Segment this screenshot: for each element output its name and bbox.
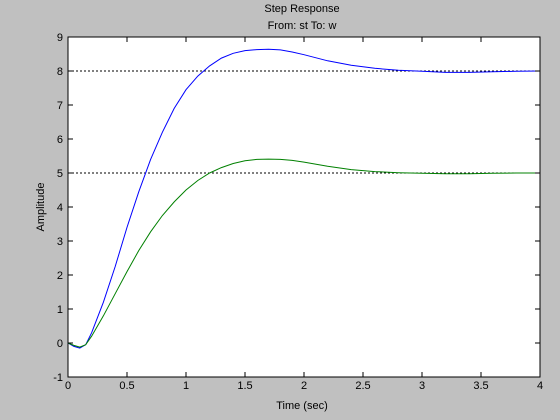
x-axis-label: Time (sec) [276,400,328,412]
y-tick-label: 9 [57,32,63,44]
y-tick-label: 7 [57,100,63,112]
y-tick-label: 5 [57,168,63,180]
x-tick-label: 4 [537,380,543,392]
steady-state-lines [68,70,540,174]
x-tick-label: 2 [301,380,307,392]
x-tick-label: 2.5 [355,380,370,392]
y-tick-label: 6 [57,134,63,146]
y-tick-label: -1 [53,372,63,384]
x-tick-label: 1.5 [237,380,252,392]
plot-area [67,36,541,378]
x-tick-label: 3.5 [473,380,488,392]
y-tick-label: 2 [57,270,63,282]
y-tick-label: 1 [57,304,63,316]
y-axis-ticks: -1 0 1 2 3 4 5 6 7 8 9 [53,32,540,384]
x-tick-label: 0.5 [119,380,134,392]
chart-subtitle: From: st To: w [268,20,337,32]
series-line-1 [67,158,540,348]
chart-title: Step Response [264,3,339,15]
y-tick-label: 0 [57,338,63,350]
x-tick-label: 1 [183,380,189,392]
x-axis-ticks: 0 0.5 1 1.5 2 2.5 3 3.5 4 [65,37,543,392]
series-layer [67,48,541,349]
x-tick-label: 3 [419,380,425,392]
y-tick-label: 3 [57,236,63,248]
y-axis-label: Amplitude [35,183,47,232]
series-line-0 [67,48,541,349]
x-tick-label: 0 [65,380,71,392]
y-tick-label: 4 [57,202,63,214]
y-tick-label: 8 [57,66,63,78]
